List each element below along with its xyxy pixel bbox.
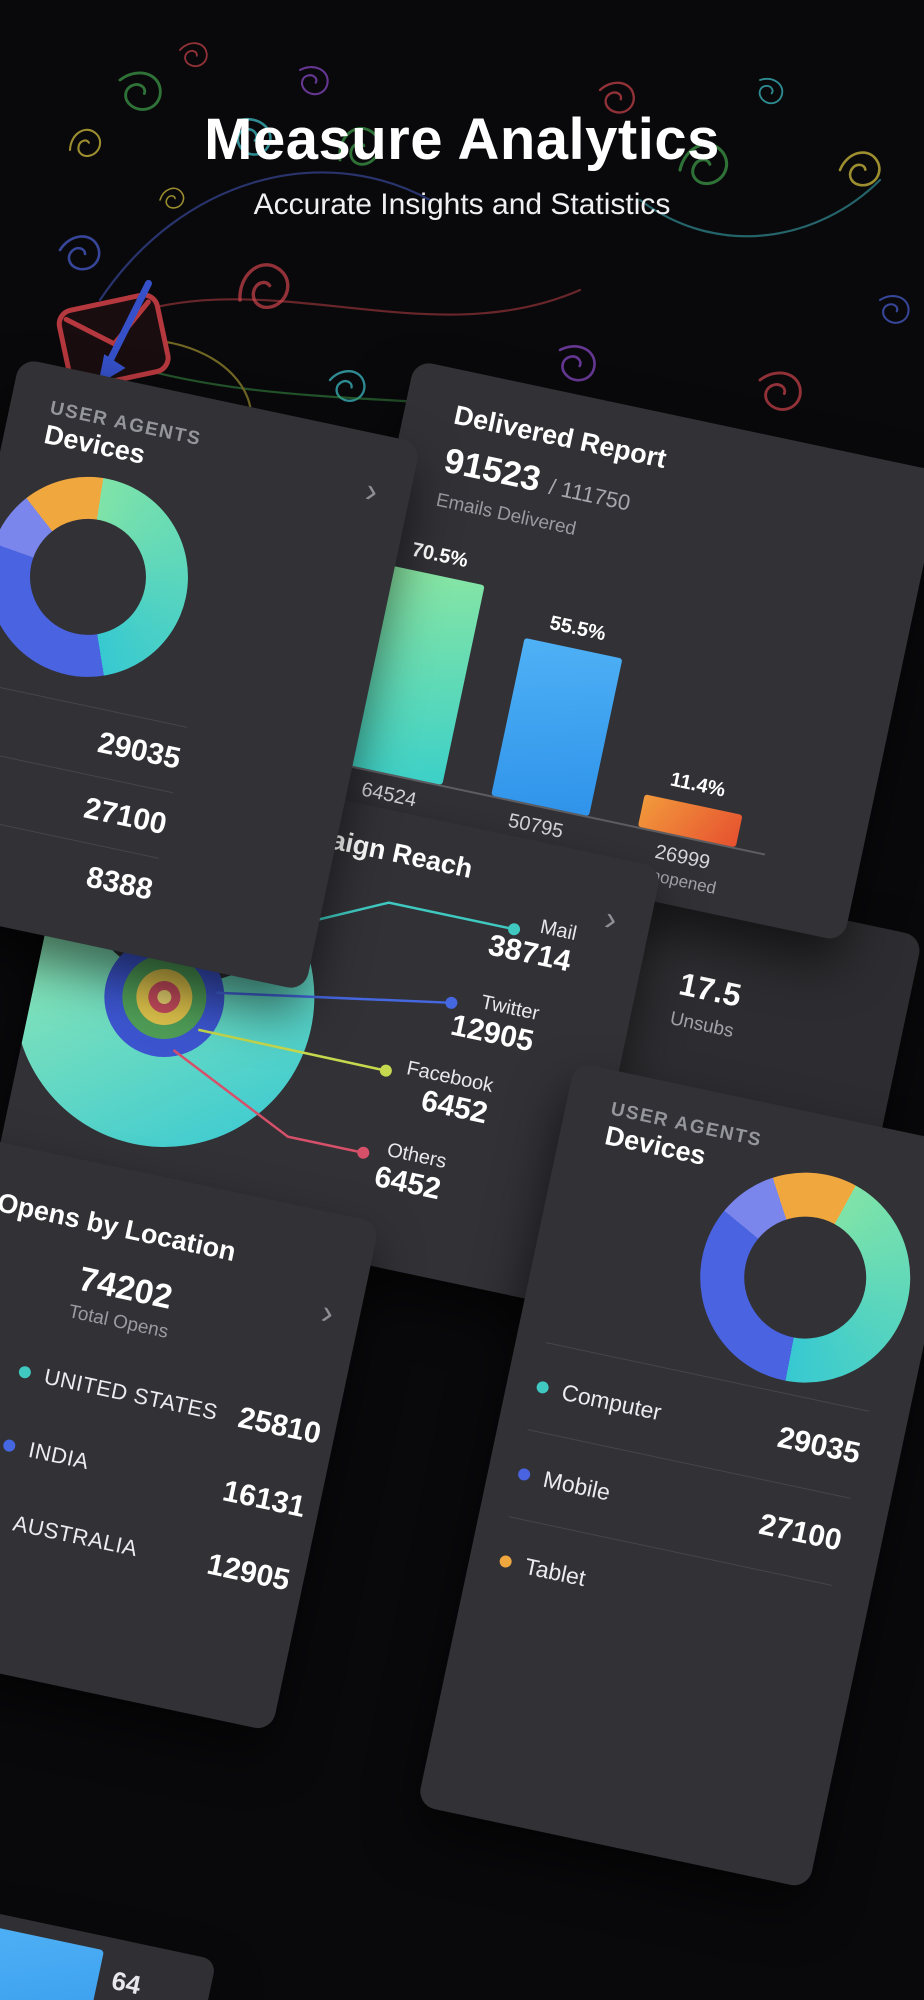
device-value-list: 29035 27100 8388: [0, 664, 187, 924]
devices-donut-chart: [680, 1153, 924, 1403]
location-value: 12905: [204, 1547, 293, 1597]
location-value: 25810: [235, 1400, 324, 1451]
page-subtitle: Accurate Insights and Statistics: [253, 188, 671, 221]
card-opens-by-location[interactable]: Opens by Location › 74202 Total Opens UN…: [0, 1125, 380, 1732]
legend-dot: [498, 1554, 513, 1569]
location-list: UNITED STATES 25810 INDIA 16131 AUSTRALI…: [0, 1334, 328, 1618]
fragment-bar: [0, 1921, 105, 2000]
percent-label: 55.5%: [547, 612, 608, 646]
unsub-value: 17.5: [676, 965, 745, 1014]
legend-dot: [0, 1511, 1, 1526]
legend-value: 27100: [756, 1507, 845, 1558]
legend-dot: [517, 1467, 532, 1482]
legend-dot: [535, 1380, 550, 1395]
send-arrow-icon: [98, 279, 152, 385]
page-title: Measure Analytics: [204, 107, 720, 172]
location-name: INDIA: [26, 1436, 92, 1474]
bar-clicks: 55.5%: [491, 561, 639, 817]
percent-label: 70.5%: [409, 538, 471, 572]
chevron-right-icon[interactable]: ›: [362, 471, 382, 511]
legend-name: Computer: [559, 1378, 664, 1425]
devices-donut-chart: [0, 458, 207, 696]
campaign-radial-chart: [14, 896, 521, 1159]
legend-name: Mobile: [541, 1465, 613, 1505]
bar-unopened: 11.4%: [637, 592, 786, 848]
location-value: 16131: [219, 1473, 309, 1524]
card-bar-fragment: 64: [0, 1908, 217, 2000]
legend-name: Tablet: [522, 1552, 589, 1591]
delivered-total: / 111750: [546, 473, 633, 516]
location-name: UNITED STATES: [42, 1363, 221, 1425]
bar-fill-clicks: [491, 637, 623, 817]
fragment-value: 64: [109, 1965, 144, 2000]
legend-dot: [17, 1364, 33, 1379]
location-name: AUSTRALIA: [10, 1509, 141, 1561]
legend-value: 29035: [774, 1420, 864, 1471]
percent-label: 11.4%: [668, 768, 728, 802]
device-legend: Computer 29035 Mobile 27100 Tablet: [490, 1342, 869, 1672]
legend-dot: [2, 1437, 17, 1453]
card-campaign-reach[interactable]: Campaign Reach ›: [0, 745, 663, 1308]
unsub-label: Unsubs: [668, 1008, 736, 1043]
delivered-count: 91523: [440, 440, 545, 500]
